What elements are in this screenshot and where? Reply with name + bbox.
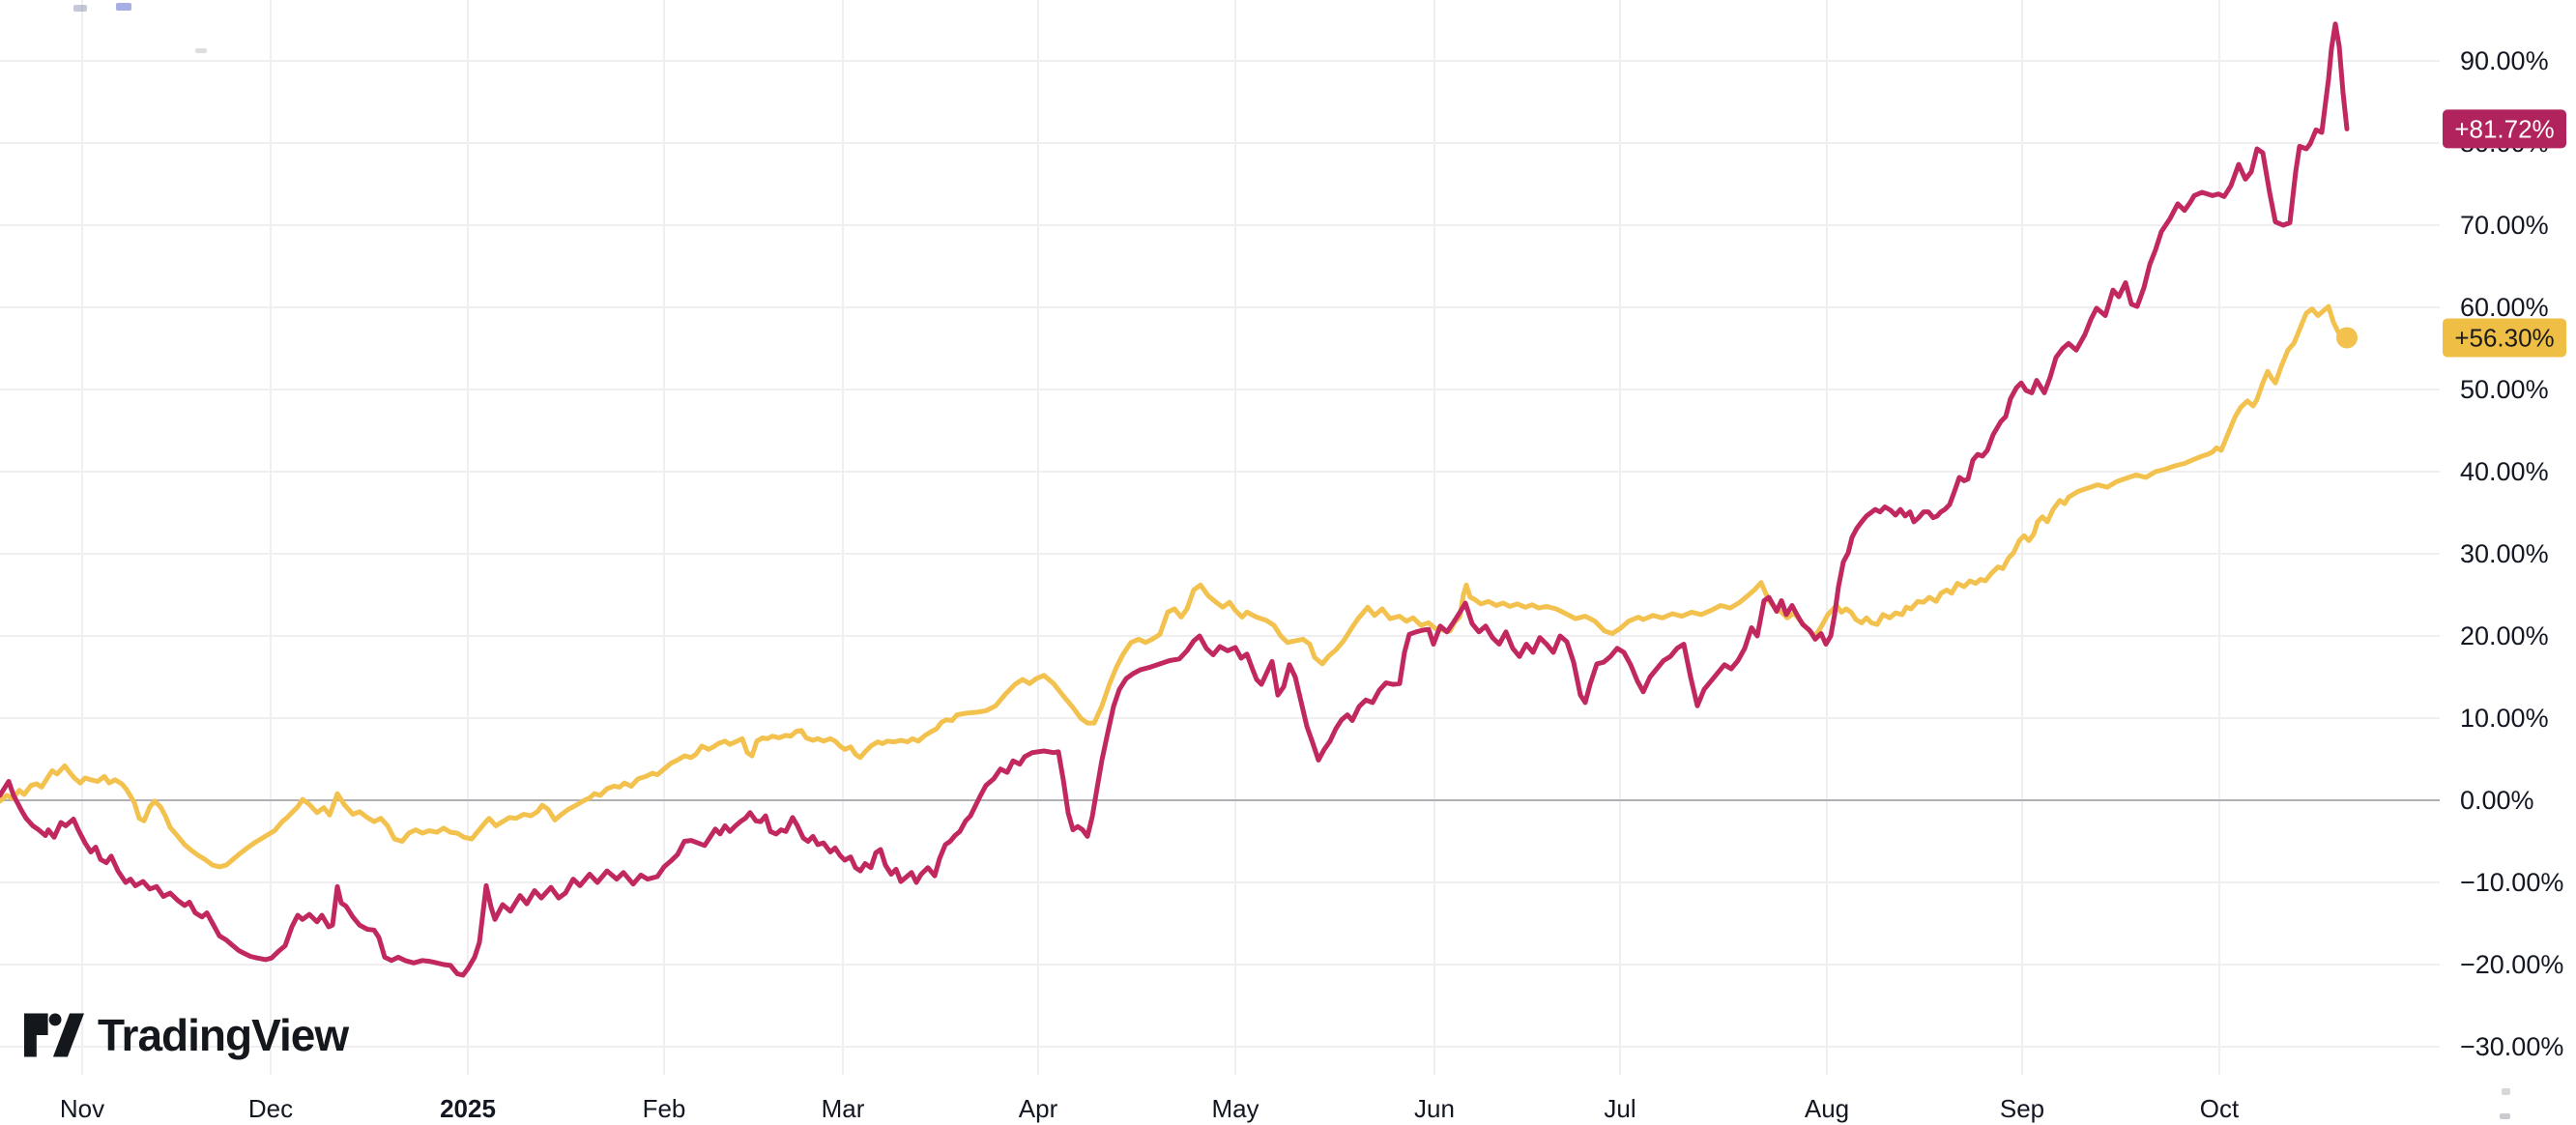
gold-price-badge-label: +56.30% bbox=[2454, 323, 2554, 352]
x-axis-tick-label[interactable]: Jul bbox=[1604, 1094, 1635, 1123]
y-axis-tick-label[interactable]: 20.00% bbox=[2460, 621, 2549, 650]
x-axis-tick-label[interactable]: 2025 bbox=[440, 1094, 496, 1123]
y-axis-tick-label[interactable]: −20.00% bbox=[2460, 950, 2563, 979]
x-axis-tick-label[interactable]: Aug bbox=[1805, 1094, 1849, 1123]
crimson-price-badge[interactable] bbox=[2443, 109, 2566, 149]
gold-series-end-dot bbox=[2336, 327, 2358, 349]
ui-artifact bbox=[195, 48, 207, 53]
y-axis-tick-label[interactable]: −10.00% bbox=[2460, 868, 2563, 897]
tradingview-logo[interactable]: TradingView bbox=[24, 1010, 349, 1060]
gold-series-line[interactable] bbox=[0, 303, 2352, 870]
x-axis-tick-label[interactable]: Jun bbox=[1414, 1094, 1455, 1123]
ui-artifact bbox=[2502, 1088, 2510, 1095]
ui-artifact bbox=[73, 5, 87, 12]
x-axis-tick-label[interactable]: Sep bbox=[2000, 1094, 2044, 1123]
tradingview-logo-icon bbox=[24, 1013, 84, 1057]
crimson-series-line[interactable] bbox=[0, 21, 2350, 978]
y-axis-tick-label[interactable]: 90.00% bbox=[2460, 46, 2549, 75]
crimson-price-badge-label: +81.72% bbox=[2454, 114, 2554, 143]
y-axis-tick-label[interactable]: 30.00% bbox=[2460, 539, 2549, 568]
gold-price-badge[interactable] bbox=[2443, 318, 2566, 358]
x-axis-tick-label[interactable]: Nov bbox=[60, 1094, 104, 1123]
x-axis-tick-label[interactable]: Mar bbox=[822, 1094, 865, 1123]
x-axis-tick-label[interactable]: Apr bbox=[1019, 1094, 1058, 1123]
ui-artifact bbox=[2500, 1113, 2510, 1119]
tradingview-logo-text: TradingView bbox=[98, 1010, 349, 1060]
x-axis-tick-label[interactable]: Dec bbox=[248, 1094, 293, 1123]
y-axis-tick-label[interactable]: 10.00% bbox=[2460, 704, 2549, 733]
y-axis-tick-label[interactable]: 0.00% bbox=[2460, 786, 2534, 815]
y-axis-tick-label[interactable]: −30.00% bbox=[2460, 1032, 2563, 1061]
x-axis-tick-label[interactable]: May bbox=[1211, 1094, 1259, 1123]
x-axis-tick-label[interactable]: Oct bbox=[2200, 1094, 2240, 1123]
y-axis-tick-label[interactable]: 40.00% bbox=[2460, 457, 2549, 486]
x-axis-tick-label[interactable]: Feb bbox=[643, 1094, 686, 1123]
y-axis-tick-label[interactable]: 60.00% bbox=[2460, 293, 2549, 322]
y-axis-tick-label[interactable]: 70.00% bbox=[2460, 211, 2549, 240]
ui-artifact bbox=[116, 3, 131, 11]
y-axis-tick-label[interactable]: 50.00% bbox=[2460, 375, 2549, 404]
